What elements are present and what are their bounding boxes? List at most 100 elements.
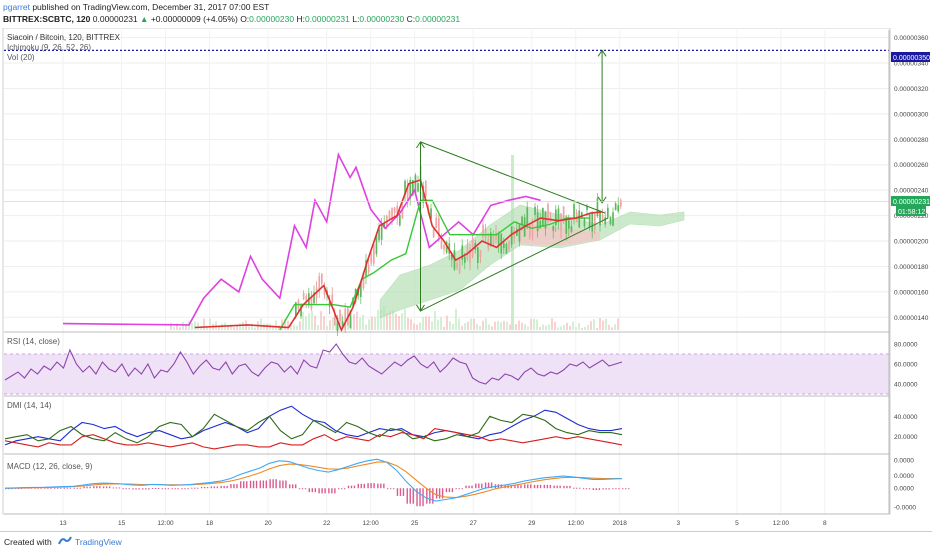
volume-bar <box>497 320 499 330</box>
macd-histogram-bar <box>272 479 274 489</box>
macd-histogram-bar <box>409 488 411 504</box>
macd-histogram-bar <box>331 488 333 494</box>
time-tick-label: 25 <box>411 520 419 527</box>
volume-bar <box>326 325 328 330</box>
macd-histogram-bar <box>426 488 428 504</box>
macd-histogram-bar <box>582 488 585 490</box>
macd-histogram-bar <box>255 480 258 489</box>
macd-histogram-bar <box>347 485 350 489</box>
volume-bar <box>551 318 553 330</box>
candle-body <box>378 227 380 241</box>
ichimoku-legend[interactable]: Ichimoku (9, 26, 52, 26) <box>7 43 91 52</box>
macd-histogram-bar <box>484 482 487 489</box>
time-tick-label: 13 <box>59 520 67 527</box>
candle-body <box>370 254 373 264</box>
candle-body <box>302 292 305 300</box>
chart-area[interactable]: 0.00000360 0.00000340 0.00000320 0.00000300… <box>0 28 932 531</box>
candle-body <box>380 223 383 240</box>
macd-histogram-bar <box>448 488 451 493</box>
macd-histogram-bar <box>343 488 346 490</box>
volume-bar <box>299 321 301 330</box>
macd-histogram-bar <box>53 487 56 489</box>
volume-bar <box>380 309 382 330</box>
volume-legend[interactable]: Vol (20) <box>7 53 35 62</box>
volume-bar <box>263 323 265 330</box>
volume-bar <box>509 324 511 330</box>
volume-bar <box>290 322 292 330</box>
macd-histogram-bar <box>243 481 245 489</box>
candle-body <box>495 232 497 241</box>
macd-histogram-bar <box>602 488 604 490</box>
arrow-head-up <box>416 140 425 149</box>
candle-body <box>393 207 396 213</box>
candle-body <box>521 216 523 225</box>
price-tick-label: 0.00000200 <box>894 239 929 246</box>
time-tick-label: 12:00 <box>773 520 790 527</box>
macd-histogram-bar <box>128 488 130 490</box>
macd-histogram-bar <box>419 488 421 507</box>
macd-histogram-bar <box>396 488 399 496</box>
volume-bar <box>524 324 526 330</box>
macd-histogram-bar <box>148 488 150 490</box>
volume-bar <box>347 321 349 330</box>
macd-histogram-bar <box>83 486 85 489</box>
macd-legend[interactable]: MACD (12, 26, close, 9) <box>7 462 93 471</box>
chart-header: pgarret published on TradingView.com, De… <box>0 0 932 28</box>
rsi-pane[interactable] <box>4 343 889 395</box>
macd-histogram-bar <box>167 488 170 490</box>
candle-body <box>588 213 591 227</box>
macd-histogram-bar <box>595 488 598 491</box>
dmi-legend[interactable]: DMI (14, 14) <box>7 401 52 410</box>
volume-bar <box>395 313 397 330</box>
macd-histogram-bar <box>233 484 235 489</box>
volume-bar <box>458 318 460 330</box>
volume-bar <box>449 321 451 330</box>
macd-histogram-bar <box>573 487 575 489</box>
macd-pane[interactable] <box>4 458 630 507</box>
volume-bar <box>440 316 442 330</box>
volume-bar <box>320 311 322 330</box>
tradingview-logo-icon[interactable] <box>58 536 72 546</box>
candle-body <box>432 227 435 238</box>
main-pane[interactable] <box>4 49 889 337</box>
price-axis[interactable]: 0.00000360 0.00000340 0.00000320 0.00000300… <box>888 30 929 514</box>
volume-bar <box>581 327 583 330</box>
volume-bar <box>197 322 199 330</box>
macd-histogram-bar <box>392 488 395 490</box>
macd-histogram-bar <box>585 488 588 490</box>
candle-body <box>544 212 547 229</box>
volume-bar <box>560 326 562 330</box>
tradingview-brand[interactable]: TradingView <box>75 537 122 547</box>
macd-histogram-bar <box>441 488 444 499</box>
kijun-sen-line <box>279 199 591 331</box>
macd-histogram-bar <box>527 484 529 489</box>
rsi-legend[interactable]: RSI (14, close) <box>7 337 60 346</box>
author-link[interactable]: pgarret <box>3 2 30 12</box>
macd-histogram-bar <box>63 487 66 489</box>
macd-histogram-bar <box>367 483 369 489</box>
macd-histogram-bar <box>249 480 252 489</box>
volume-bar <box>281 319 283 330</box>
dmi-tick-label: 20.0000 <box>894 434 918 441</box>
dmi-pane[interactable] <box>4 405 623 450</box>
volume-bar <box>542 324 544 330</box>
candle-body <box>318 276 321 292</box>
symbol-label[interactable]: BITTREX:SCBTC, 120 <box>3 14 91 24</box>
volume-bar <box>305 316 307 330</box>
volume-bar <box>617 318 619 330</box>
macd-histogram-bar <box>360 483 362 489</box>
candle-body <box>422 185 425 203</box>
candle-body <box>466 245 469 259</box>
volume-bar <box>464 323 466 330</box>
price-tick-label: 0.00000320 <box>894 86 929 93</box>
price-tick-label: 0.00000140 <box>894 315 929 322</box>
volume-bar <box>614 324 616 330</box>
tenkan-sen-line <box>194 178 603 332</box>
volume-bar <box>575 327 577 330</box>
volume-bar <box>410 319 412 330</box>
candle-body <box>477 247 479 263</box>
time-tick-label: 3 <box>676 520 680 527</box>
macd-histogram-bar <box>514 485 516 489</box>
time-axis[interactable]: 13 15 12:00 18 20 22 12:00 25 27 29 12:00 2018 3 5 12:… <box>4 513 889 527</box>
volume-bar <box>416 324 418 330</box>
